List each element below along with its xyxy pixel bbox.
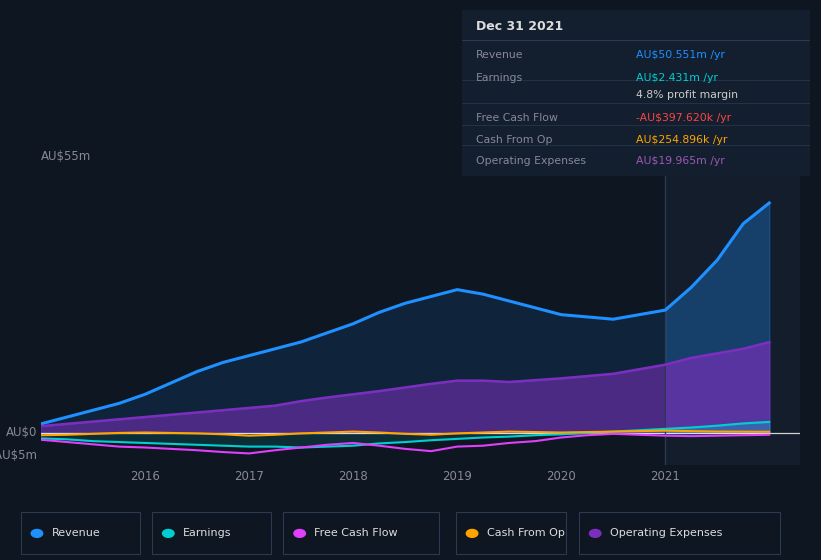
Text: Cash From Op: Cash From Op (476, 134, 553, 144)
Text: -AU$5m: -AU$5m (0, 449, 37, 462)
Text: Dec 31 2021: Dec 31 2021 (476, 20, 563, 32)
Text: Free Cash Flow: Free Cash Flow (476, 113, 558, 123)
Bar (665, 174, 800, 465)
Text: Cash From Op: Cash From Op (487, 529, 565, 538)
Text: Earnings: Earnings (476, 73, 523, 83)
Text: Earnings: Earnings (183, 529, 232, 538)
Text: Revenue: Revenue (52, 529, 100, 538)
Text: AU$254.896k /yr: AU$254.896k /yr (636, 134, 727, 144)
Text: Revenue: Revenue (476, 50, 524, 59)
Text: AU$55m: AU$55m (41, 151, 91, 164)
Text: AU$50.551m /yr: AU$50.551m /yr (636, 50, 725, 59)
Text: AU$0: AU$0 (6, 427, 37, 440)
Text: -AU$397.620k /yr: -AU$397.620k /yr (636, 113, 732, 123)
Text: AU$19.965m /yr: AU$19.965m /yr (636, 156, 725, 166)
Text: 4.8% profit margin: 4.8% profit margin (636, 90, 738, 100)
Text: AU$2.431m /yr: AU$2.431m /yr (636, 73, 718, 83)
Text: Operating Expenses: Operating Expenses (610, 529, 722, 538)
Text: Operating Expenses: Operating Expenses (476, 156, 586, 166)
Text: Free Cash Flow: Free Cash Flow (314, 529, 398, 538)
